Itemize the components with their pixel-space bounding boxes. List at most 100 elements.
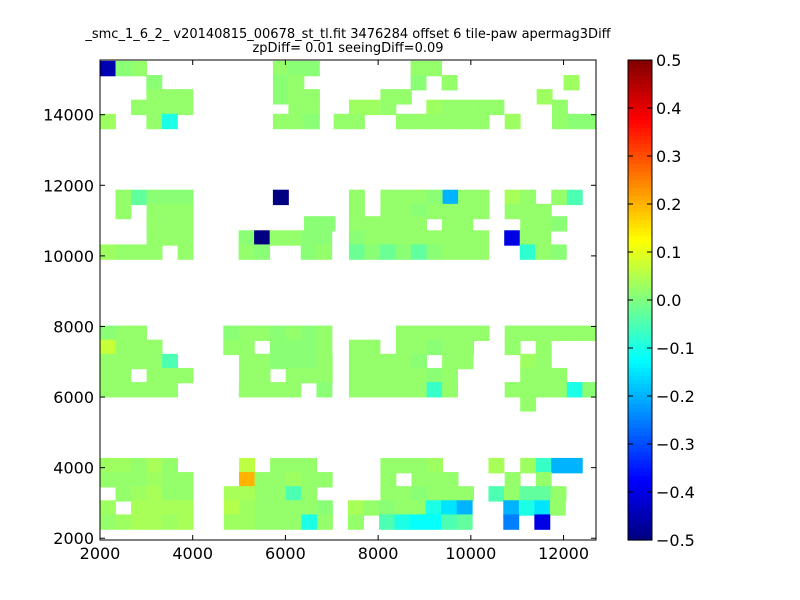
heatmap-cell [162, 189, 179, 206]
colorbar-segment [628, 128, 652, 133]
heatmap-cell [348, 382, 365, 398]
colorbar-segment [628, 364, 652, 369]
colorbar-segment [628, 80, 652, 85]
heatmap-cell [364, 244, 381, 260]
heatmap-cell [456, 514, 473, 530]
heatmap-cell [364, 339, 381, 356]
heatmap-cell [303, 113, 320, 130]
colorbar-segment [628, 288, 652, 293]
heatmap-cell [567, 113, 584, 130]
heatmap-cell [270, 500, 287, 516]
heatmap-cell [504, 203, 521, 220]
heatmap-cell [379, 514, 395, 530]
heatmap-cell [348, 514, 364, 530]
colorbar-segment [628, 484, 652, 489]
heatmap-cell [285, 325, 302, 341]
heatmap-cell [535, 472, 552, 488]
heatmap-cell [411, 382, 427, 398]
heatmap-cell [535, 486, 551, 502]
colorbar-segment [628, 528, 652, 533]
heatmap-cell [131, 244, 147, 260]
heatmap-cell [254, 230, 271, 246]
heatmap-cell [442, 353, 459, 370]
colorbar-segment [628, 160, 652, 165]
heatmap-cell [269, 339, 286, 356]
heatmap-cell [380, 99, 397, 116]
heatmap-cell [348, 353, 365, 370]
colorbar-segment [628, 480, 652, 485]
heatmap-cell [115, 367, 132, 384]
heatmap-cell [426, 367, 443, 384]
x-tick-label: 4000 [172, 544, 213, 563]
heatmap-cell [100, 457, 116, 474]
heatmap-cell [100, 472, 116, 488]
heatmap-cell [395, 457, 412, 474]
heatmap-cell [442, 325, 459, 341]
colorbar-segment [628, 444, 652, 449]
heatmap-cell [301, 472, 318, 488]
heatmap-cell [272, 89, 289, 105]
heatmap-cell [535, 325, 552, 341]
colorbar-tick-label: 0.4 [656, 99, 681, 118]
colorbar-tick-label: −0.2 [656, 387, 695, 406]
heatmap-cell [364, 367, 381, 384]
heatmap-cell [363, 500, 380, 516]
heatmap-cell [535, 203, 552, 220]
heatmap-cell [379, 382, 396, 398]
heatmap-cell [441, 500, 458, 516]
heatmap-cell [177, 514, 194, 530]
heatmap-cell [131, 353, 147, 370]
heatmap-cell [100, 60, 116, 77]
heatmap-cell [380, 203, 397, 220]
heatmap-cell [300, 325, 317, 341]
heatmap-cell [115, 353, 132, 370]
heatmap-cell [131, 99, 147, 116]
colorbar-tick-label: −0.4 [656, 483, 695, 502]
heatmap-cell [162, 367, 179, 384]
heatmap-cell [535, 457, 552, 474]
heatmap-cell [442, 113, 459, 130]
heatmap-cell [316, 325, 333, 341]
colorbar-segment [628, 200, 652, 205]
heatmap-cell [146, 75, 163, 91]
heatmap-cell [488, 99, 505, 116]
heatmap-cell [316, 230, 333, 246]
heatmap-cell [427, 189, 443, 206]
heatmap-cell [333, 113, 350, 130]
heatmap-cell [316, 244, 333, 260]
heatmap-cells [100, 60, 597, 530]
colorbar-segment [628, 136, 652, 141]
heatmap-cell [380, 486, 397, 502]
heatmap-cell [300, 244, 317, 260]
heatmap-cell [100, 113, 116, 130]
colorbar-segment [628, 112, 652, 117]
colorbar-segment [628, 120, 652, 125]
heatmap-cell [395, 203, 412, 220]
colorbar-segment [628, 84, 652, 89]
colorbar-segment [628, 296, 652, 301]
heatmap-cell [441, 75, 458, 91]
heatmap-cell [364, 216, 381, 232]
heatmap-cell [458, 339, 475, 356]
heatmap-cell [395, 89, 412, 105]
colorbar-segment [628, 324, 652, 329]
heatmap-cell [380, 472, 397, 488]
heatmap-cell [458, 486, 475, 502]
heatmap-cell [395, 367, 412, 384]
y-tick-label: 6000 [53, 388, 94, 407]
heatmap-cell [473, 244, 490, 260]
colorbar-segment [628, 468, 652, 473]
heatmap-cell [239, 472, 255, 488]
chart-title-line2: zpDiff= 0.01 seeingDiff=0.09 [252, 41, 443, 56]
heatmap-cell [535, 353, 552, 370]
colorbar-segment [628, 392, 652, 397]
colorbar-segment [628, 176, 652, 181]
heatmap-cell [380, 189, 397, 206]
heatmap-cell [488, 457, 505, 474]
colorbar-segment [628, 244, 652, 249]
colorbar-segment [628, 448, 652, 453]
colorbar-segment [628, 508, 652, 513]
x-tick-label: 12000 [538, 544, 589, 563]
heatmap-cell [379, 244, 396, 260]
heatmap-cell [146, 189, 163, 206]
